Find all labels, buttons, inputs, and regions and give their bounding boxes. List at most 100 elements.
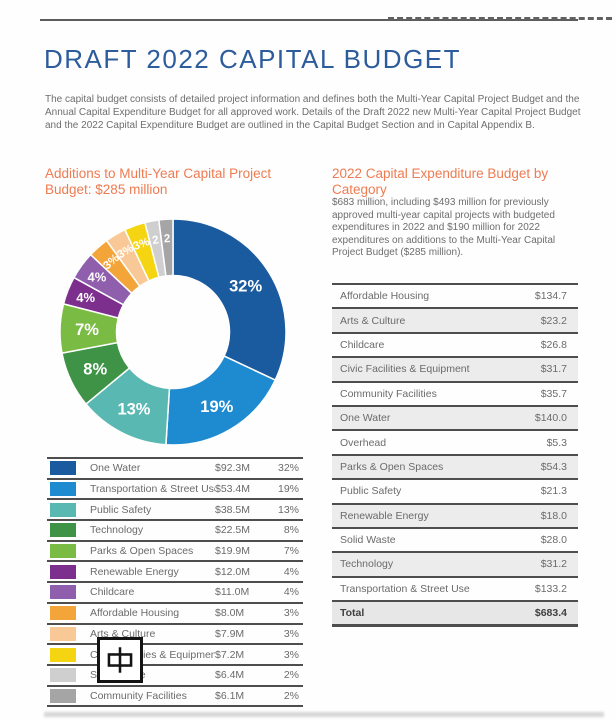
legend-amount: $53.4M — [215, 483, 251, 496]
expenditure-category: Arts & Culture — [340, 314, 406, 327]
donut-slice-label: 8% — [83, 360, 107, 378]
legend-row: Solid Waste$6.4M2% — [47, 666, 303, 687]
legend-row: Parks & Open Spaces $19.9M 7% — [47, 542, 303, 563]
expenditure-category: Affordable Housing — [340, 290, 430, 303]
legend-percent: 3% — [283, 648, 299, 661]
ime-overlay — [97, 637, 143, 683]
ime-character-zhong-icon — [107, 647, 133, 673]
donut-slice-label: 4% — [76, 290, 95, 305]
expenditure-amount: $683.4 — [534, 607, 567, 620]
expenditure-table-row: Overhead $5.3 — [332, 431, 578, 456]
legend-swatch — [50, 606, 76, 621]
legend-percent: 3% — [283, 607, 299, 620]
legend-percent: 32% — [277, 462, 299, 475]
legend-row: Affordable Housing $8.0M 3% — [47, 604, 303, 625]
donut-slice-transportation-street-use — [165, 355, 277, 446]
legend-category-label: Renewable Energy — [90, 565, 179, 578]
legend-category-label: Affordable Housing — [90, 607, 180, 620]
legend-category-label: Technology — [90, 524, 144, 537]
legend-row: Renewable Energy $12.0M 4% — [47, 562, 303, 584]
legend-percent: 4% — [283, 565, 299, 578]
legend-swatch — [50, 688, 76, 703]
expenditure-category: Technology — [340, 558, 394, 571]
legend-category-label: Transportation & Street Use — [90, 483, 215, 496]
expenditure-table-row: Affordable Housing $134.7 — [332, 285, 578, 310]
left-section-heading: Additions to Multi-Year Capital Project … — [45, 166, 272, 197]
expenditure-table-row: Public Safety $21.3 — [332, 480, 578, 505]
legend-amount: $12.0M — [215, 565, 251, 578]
legend-row: Technology $22.5M 8% — [47, 521, 303, 542]
legend-percent: 8% — [283, 524, 299, 537]
legend-category-label: Parks & Open Spaces — [90, 545, 194, 558]
legend-percent: 3% — [283, 627, 299, 640]
intro-paragraph: The capital budget consists of detailed … — [45, 94, 581, 132]
right-section-description: $683 million, including $493 million for… — [332, 197, 556, 259]
legend-percent: 4% — [283, 586, 299, 599]
legend-amount: $92.3M — [215, 462, 251, 475]
donut-slice-label: 19% — [200, 398, 233, 416]
donut-slice-label: 3% — [132, 236, 152, 253]
expenditure-table-row: Arts & Culture $23.2 — [332, 309, 578, 334]
legend-category-label: One Water — [90, 462, 141, 475]
legend-swatch — [50, 461, 76, 476]
legend-category-label: Arts & Culture — [90, 627, 156, 640]
donut-slice-label: 32% — [229, 278, 262, 296]
donut-slice-one-water — [172, 218, 287, 382]
legend-row: One Water $92.3M 32% — [47, 459, 303, 480]
expenditure-table-row: Total $683.4 — [332, 602, 578, 628]
legend-swatch — [50, 626, 76, 641]
legend-row: Civic Facilities & Equipment $7.2M 3% — [47, 645, 303, 666]
expenditure-amount: $35.7 — [540, 387, 567, 400]
legend-row: Transportation & Street Use $53.4M 19% — [47, 480, 303, 501]
legend-category-label: Community Facilities — [90, 689, 187, 702]
legend-percent: 2% — [283, 669, 299, 682]
expenditure-amount: $18.0 — [540, 509, 567, 522]
expenditure-table-row: Civic Facilities & Equipment $31.7 — [332, 358, 578, 383]
donut-chart: 32%19%13%8%7%4%4%3%3%3% 2 2 — [59, 218, 287, 446]
expenditure-category: Civic Facilities & Equipment — [340, 363, 470, 376]
expenditure-category: Solid Waste — [340, 534, 396, 547]
legend-amount: $6.4M — [215, 669, 245, 682]
expenditure-table-row: Community Facilities $35.7 — [332, 383, 578, 407]
expenditure-table-row: One Water $140.0 — [332, 406, 578, 432]
legend-row: Childcare $11.0M 4% — [47, 583, 303, 604]
legend-category-label: Childcare — [90, 586, 135, 599]
expenditure-category: Overhead — [340, 436, 387, 449]
legend-amount: $11.0M — [215, 586, 250, 599]
expenditure-amount: $26.8 — [540, 338, 567, 351]
legend-percent: 19% — [277, 483, 299, 496]
expenditure-table-row: Transportation & Street Use $133.2 — [332, 578, 578, 603]
expenditure-amount: $31.7 — [540, 363, 567, 376]
donut-slice-community-facilities — [157, 218, 174, 277]
expenditure-amount: $140.0 — [534, 412, 567, 425]
expenditure-table-row: Solid Waste $28.0 — [332, 529, 578, 554]
legend-swatch — [50, 564, 76, 579]
legend-swatch — [50, 647, 76, 662]
legend-percent: 13% — [277, 503, 299, 516]
legend-swatch — [50, 585, 76, 600]
legend-swatch — [50, 523, 76, 538]
legend-row: Public Safety $38.5M 13% — [47, 500, 303, 522]
expenditure-amount: $54.3 — [540, 460, 567, 473]
expenditure-category: Community Facilities — [340, 387, 437, 400]
expenditure-amount: $23.2 — [540, 314, 567, 327]
legend-swatch — [50, 668, 76, 683]
expenditure-table-row: Technology $31.2 — [332, 553, 578, 578]
legend-row: Arts & Culture $7.9M 3% — [47, 625, 303, 646]
expenditure-table-row: Parks & Open Spaces $54.3 — [332, 455, 578, 481]
expenditure-category: Public Safety — [340, 485, 402, 498]
legend-percent: 2% — [283, 689, 299, 702]
expenditure-amount: $133.2 — [534, 582, 567, 595]
legend-amount: $38.5M — [215, 503, 251, 516]
top-rule-solid — [40, 19, 578, 21]
expenditure-table: Affordable Housing $134.7 Arts & Culture $2… — [332, 283, 578, 628]
expenditure-table-row: Renewable Energy $18.0 — [332, 504, 578, 529]
page-edge-shadow — [44, 712, 604, 717]
top-rule-dashed — [388, 17, 612, 20]
donut-slice-label: 2 — [164, 233, 171, 245]
donut-slice-label: 7% — [75, 321, 99, 339]
expenditure-amount: $28.0 — [540, 534, 567, 547]
expenditure-amount: $134.7 — [534, 290, 567, 303]
legend-swatch — [50, 502, 76, 517]
expenditure-category: Renewable Energy — [340, 509, 429, 522]
